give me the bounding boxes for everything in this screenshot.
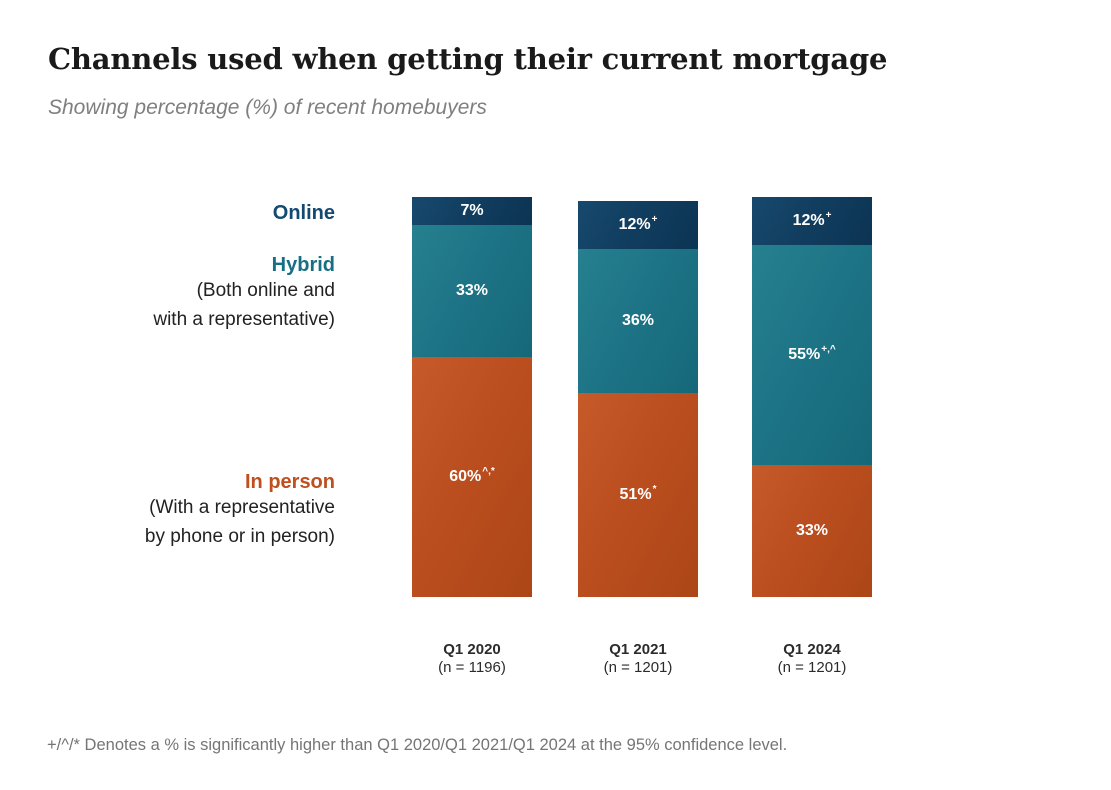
- segment-hybrid-q1-2021: 36%: [578, 249, 698, 393]
- segment-value-label: 12%+: [618, 213, 658, 233]
- segment-value-label: 33%: [455, 282, 489, 299]
- x-axis-sample-size: (n = 1201): [777, 659, 847, 676]
- series-label-in-person-title: In person: [244, 471, 335, 493]
- segment-value-label: 55%+,^: [788, 343, 836, 363]
- series-label-hybrid: Hybrid (Both online and with a represent…: [0, 253, 335, 334]
- bar-q1-2024: 12%+ 55%+,^ 33%: [752, 197, 872, 597]
- segment-in_person-q1-2021: 51%*: [578, 393, 698, 597]
- x-axis-label-q1-2020: Q1 2020 (n = 1196): [392, 641, 552, 677]
- series-label-in-person: In person (With a representative by phon…: [0, 470, 335, 551]
- x-axis-label-q1-2024: Q1 2024 (n = 1201): [732, 641, 892, 677]
- segment-value-label: 51%*: [619, 483, 657, 503]
- segment-hybrid-q1-2020: 33%: [412, 225, 532, 357]
- segment-online-q1-2020: 7%: [412, 197, 532, 225]
- series-label-in-person-subline: by phone or in person): [144, 525, 335, 547]
- x-axis-sample-size: (n = 1196): [438, 659, 506, 676]
- segment-in_person-q1-2024: 33%: [752, 465, 872, 597]
- x-axis-sample-size: (n = 1201): [603, 659, 673, 676]
- series-label-hybrid-title: Hybrid: [271, 254, 335, 276]
- segment-value-label: 36%: [621, 312, 655, 329]
- significance-footnote: +/^/* Denotes a % is significantly highe…: [47, 736, 788, 754]
- bar-q1-2020: 7% 33% 60%^,*: [412, 197, 532, 597]
- x-axis-category: Q1 2021: [609, 641, 667, 658]
- series-label-hybrid-subline: (Both online and: [196, 280, 335, 301]
- page-title: Channels used when getting their current…: [48, 42, 888, 76]
- segment-value-label: 7%: [460, 202, 484, 219]
- segment-online-q1-2024: 12%+: [752, 197, 872, 245]
- segment-in_person-q1-2020: 60%^,*: [412, 357, 532, 597]
- segment-value-label: 60%^,*: [449, 465, 495, 485]
- series-label-in-person-subline: (With a representative: [149, 497, 335, 518]
- x-axis-label-q1-2021: Q1 2021 (n = 1201): [558, 641, 718, 677]
- series-label-online-title: Online: [272, 202, 335, 224]
- page-subtitle: Showing percentage (%) of recent homebuy…: [48, 96, 487, 119]
- x-axis-category: Q1 2024: [783, 641, 841, 658]
- segment-value-label: 33%: [795, 522, 829, 539]
- segment-value-label: 12%+: [792, 209, 832, 229]
- series-label-online: Online: [0, 201, 335, 225]
- segment-hybrid-q1-2024: 55%+,^: [752, 245, 872, 465]
- bar-q1-2021: 12%+ 36% 51%*: [578, 201, 698, 597]
- x-axis-category: Q1 2020: [443, 641, 501, 658]
- series-label-hybrid-subline: with a representative): [153, 308, 335, 330]
- segment-online-q1-2021: 12%+: [578, 201, 698, 249]
